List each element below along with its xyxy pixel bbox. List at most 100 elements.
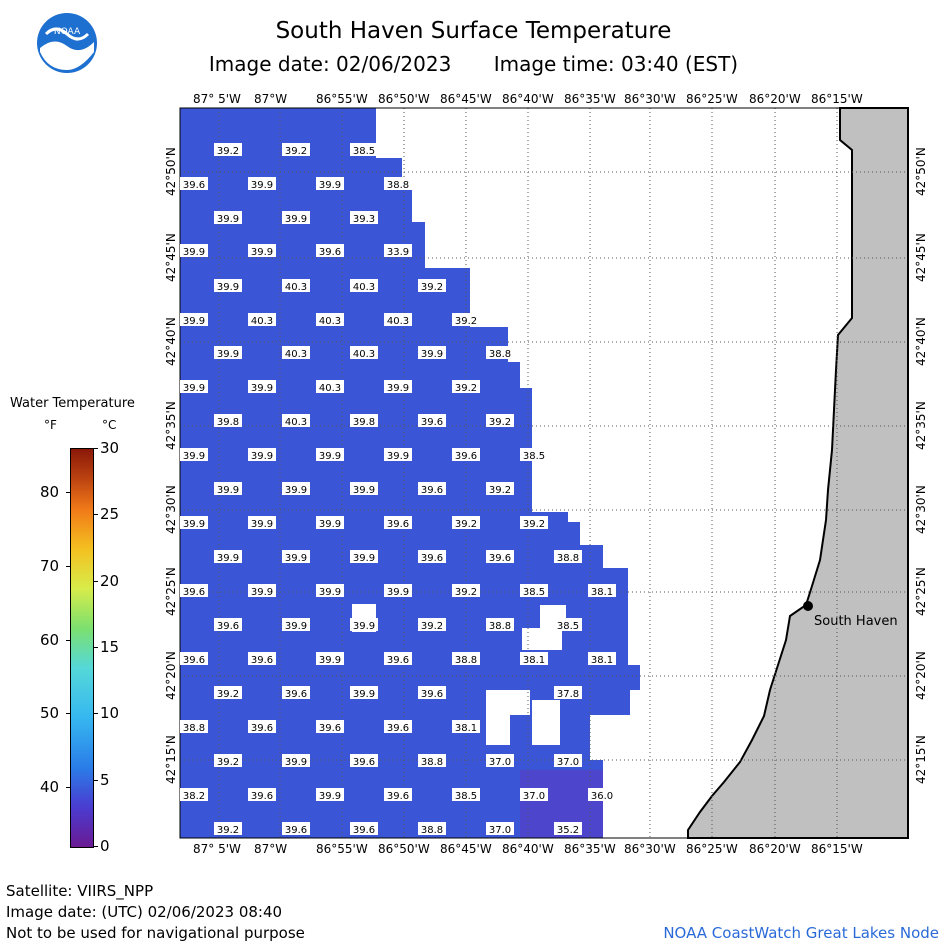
temperature-label: 38.8 [418,822,446,836]
svg-text:39.9: 39.9 [387,451,409,462]
temperature-label: 39.2 [486,414,514,428]
temperature-label: 37.0 [520,788,548,802]
temperature-label: 39.2 [418,279,446,293]
svg-text:39.2: 39.2 [523,519,545,530]
temperature-label: 40.3 [384,313,412,327]
temperature-label: 39.6 [384,720,412,734]
temperature-label: 39.2 [418,618,446,632]
legend-c-tick-mark [93,846,98,847]
temperature-label: 39.9 [316,177,344,191]
temperature-label: 39.9 [282,754,310,768]
temperature-label: 39.2 [452,584,480,598]
temperature-label: 38.5 [452,788,480,802]
svg-text:37.0: 37.0 [523,791,545,802]
temperature-label: 39.2 [452,380,480,394]
svg-text:37.8: 37.8 [557,689,579,700]
svg-text:39.2: 39.2 [217,757,239,768]
svg-text:38.2: 38.2 [183,791,205,802]
svg-text:38.8: 38.8 [489,621,511,632]
temperature-label: 33.9 [384,244,412,258]
lon-label: 86°45'W [440,92,492,106]
svg-text:39.9: 39.9 [285,757,307,768]
legend-unit-c: °C [102,418,117,432]
svg-text:35.2: 35.2 [557,825,579,836]
svg-text:39.9: 39.9 [251,383,273,394]
temperature-label: 39.9 [214,211,242,225]
temperature-label: 39.9 [316,584,344,598]
image-datetime: Image date: 02/06/2023 Image time: 03:40… [0,52,947,76]
temperature-label: 39.9 [180,380,208,394]
temperature-label: 40.3 [282,414,310,428]
temperature-label: 37.8 [554,686,582,700]
svg-text:39.2: 39.2 [455,587,477,598]
svg-text:39.9: 39.9 [319,519,341,530]
temperature-label: 39.9 [316,652,344,666]
temperature-label: 39.6 [282,822,310,836]
svg-text:39.9: 39.9 [251,180,273,191]
legend-f-tick: 50 [40,704,60,723]
temperature-label: 39.6 [180,584,208,598]
temperature-label: 38.8 [452,652,480,666]
legend-f-tick: 40 [40,778,60,797]
svg-text:37.0: 37.0 [489,757,511,768]
temperature-label: 35.2 [554,822,582,836]
lon-label: 86°45'W [440,842,492,856]
svg-text:39.9: 39.9 [353,689,375,700]
temperature-label: 38.8 [418,754,446,768]
svg-text:38.8: 38.8 [489,349,511,360]
temperature-label: 40.3 [282,346,310,360]
svg-text:38.8: 38.8 [557,553,579,564]
lat-label: 42°30'N [164,485,178,534]
svg-text:39.9: 39.9 [251,587,273,598]
svg-text:39.2: 39.2 [489,485,511,496]
temperature-label: 39.2 [452,516,480,530]
lon-label: 86°15'W [811,92,863,106]
temperature-label: 38.1 [452,720,480,734]
lat-label: 42°25'N [914,567,928,616]
svg-text:39.6: 39.6 [421,417,443,428]
svg-text:39.8: 39.8 [353,417,375,428]
svg-text:39.6: 39.6 [387,723,409,734]
temperature-label: 39.2 [452,313,480,327]
map-title: South Haven Surface Temperature [275,18,672,44]
lon-label: 86°30'W [624,842,676,856]
svg-text:38.8: 38.8 [421,825,443,836]
temperature-label: 39.9 [248,448,276,462]
lon-label: 86°25'W [686,92,738,106]
utc-date-label: Image date: (UTC) 02/06/2023 08:40 [6,903,283,921]
svg-text:39.9: 39.9 [251,519,273,530]
svg-text:39.2: 39.2 [217,146,239,157]
temperature-label: 39.6 [418,414,446,428]
svg-text:39.2: 39.2 [455,316,477,327]
temperature-label: 38.1 [588,652,616,666]
svg-text:39.9: 39.9 [387,587,409,598]
svg-text:39.6: 39.6 [251,655,273,666]
temperature-label: 39.2 [214,143,242,157]
lat-label: 42°30'N [914,485,928,534]
temperature-label: 39.9 [180,448,208,462]
lon-label: 86°55'W [316,92,368,106]
temperature-label: 39.8 [350,414,378,428]
lat-label: 42°45'N [914,233,928,282]
svg-text:38.5: 38.5 [557,621,579,632]
lon-label: 87°W [254,92,288,106]
svg-text:39.9: 39.9 [387,383,409,394]
svg-text:39.9: 39.9 [421,349,443,360]
south-haven-label: South Haven [814,614,898,629]
temperature-label: 40.3 [316,380,344,394]
temperature-label: 39.9 [418,346,446,360]
temperature-label: 39.2 [214,822,242,836]
noaa-logo: NOAA [37,13,97,73]
temperature-label: 39.9 [384,448,412,462]
temperature-label: 39.9 [282,211,310,225]
temperature-label: 39.6 [384,516,412,530]
lat-label: 42°15'N [914,735,928,784]
temperature-label: 39.9 [316,448,344,462]
svg-text:39.9: 39.9 [183,451,205,462]
svg-text:39.2: 39.2 [489,417,511,428]
svg-text:39.2: 39.2 [421,282,443,293]
legend-c-tick: 25 [100,505,120,524]
temperature-label: 39.6 [418,686,446,700]
svg-text:40.3: 40.3 [285,282,307,293]
temperature-label: 39.3 [350,211,378,225]
